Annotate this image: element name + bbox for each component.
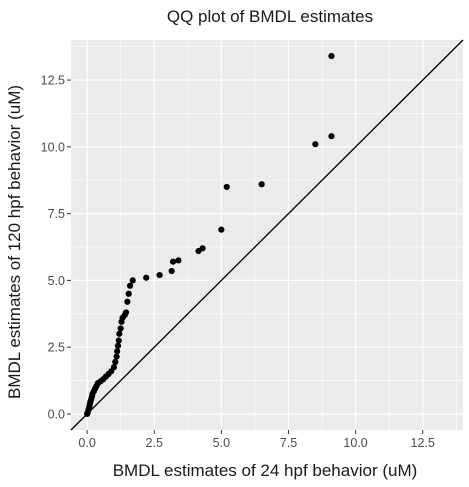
y-tick-label: 0.0 [48,407,65,421]
data-point [115,337,122,344]
data-point [113,353,120,360]
data-point [156,271,163,279]
data-point [125,290,132,297]
y-axis-title: BMDL estimates of 120 hpf behavior (uM) [5,85,24,399]
x-tick-label: 5.0 [213,436,230,450]
data-point [175,257,182,264]
data-point [129,277,136,284]
data-point [124,298,131,305]
data-point [328,52,335,60]
y-tick-label: 5.0 [48,274,65,288]
data-point [258,181,265,188]
x-tick-label: 7.5 [280,436,297,450]
data-point [114,342,122,349]
data-point [218,226,225,233]
chart-title: QQ plot of BMDL estimates [167,7,373,26]
data-point [328,133,335,140]
data-point [312,141,319,148]
data-points [84,52,335,418]
y-tick-label: 2.5 [48,341,65,355]
data-point [223,183,230,191]
x-tick-label: 10.0 [343,436,367,450]
x-tick-label: 0.0 [78,436,95,450]
data-point [114,348,121,355]
grid-minor [71,40,463,430]
x-tick-label: 12.5 [411,436,435,450]
x-axis-ticks: 0.0 2.5 5.0 7.5 10.0 12.5 [78,430,435,450]
data-point [110,364,118,371]
x-axis-title: BMDL estimates of 24 hpf behavior (uM) [113,461,418,480]
data-point [122,309,130,316]
data-point [199,245,206,252]
y-axis-ticks: 0.0 2.5 5.0 7.5 10.0 12.5 [41,74,71,421]
data-point [143,274,150,281]
reference-line [70,39,464,431]
grid-major [71,40,463,430]
y-tick-label: 7.5 [48,207,65,221]
data-point [126,282,134,289]
data-point [117,325,124,332]
data-point [112,358,119,365]
data-point [168,267,175,275]
data-point [169,258,177,265]
data-point [116,330,123,337]
y-tick-label: 12.5 [41,74,65,88]
y-tick-label: 10.0 [41,140,65,154]
x-tick-label: 2.5 [146,436,163,450]
